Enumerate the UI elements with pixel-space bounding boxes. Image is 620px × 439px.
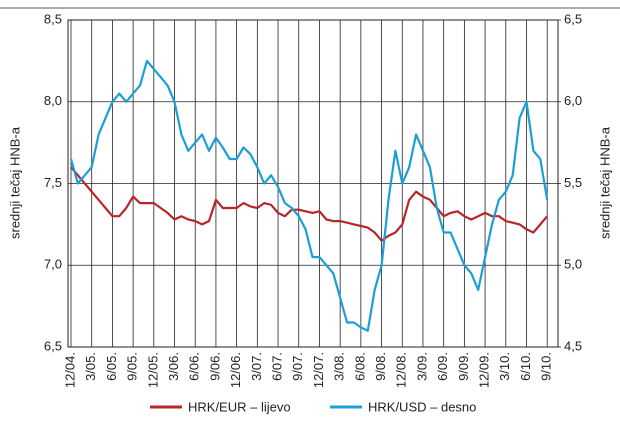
plot-frame	[67, 19, 559, 348]
x-tick-label: 3/06.	[166, 352, 181, 381]
y2-tick-label: 4,5	[564, 338, 582, 353]
y2-tick-label: 5,5	[564, 175, 582, 190]
y-tick-label: 7,5	[44, 175, 62, 190]
series-line	[70, 166, 549, 242]
series-line	[69, 59, 549, 332]
x-tick-label: 12/06.	[228, 352, 243, 388]
x-tick-label: 6/08.	[352, 352, 367, 381]
legend-label: HRK/USD – desno	[368, 399, 476, 414]
legend-label: HRK/EUR – lijevo	[188, 399, 291, 414]
x-tick-label: 12/09.	[477, 352, 492, 388]
x-tick-label: 6/06.	[187, 352, 202, 381]
x-tick-label: 6/10.	[518, 352, 533, 381]
y2-tick-label: 5,0	[564, 257, 582, 272]
y-tick-label: 8,5	[44, 11, 62, 26]
x-tick-label: 9/05.	[125, 352, 140, 381]
x-tick-label: 3/07.	[249, 352, 264, 381]
x-tick-label: 3/09.	[414, 352, 429, 381]
x-tick-label: 9/10.	[539, 352, 554, 381]
x-tick-label: 6/05.	[104, 352, 119, 381]
x-tick-label: 9/06.	[207, 352, 222, 381]
x-tick-label: 9/07.	[290, 352, 305, 381]
y-tick-label: 6,5	[44, 338, 62, 353]
x-tick-label: 3/10.	[497, 352, 512, 381]
y2-tick-label: 6,5	[564, 11, 582, 26]
x-tick-label: 6/07.	[269, 352, 284, 381]
x-tick-label: 3/05.	[83, 352, 98, 381]
x-tick-label: 12/08.	[394, 352, 409, 388]
x-tick-label: 3/08.	[332, 352, 347, 381]
x-tick-label: 9/09.	[456, 352, 471, 381]
x-tick-label: 12/07.	[311, 352, 326, 388]
y-axis-label: srednji tečaj HNB-a	[7, 126, 22, 239]
y2-tick-label: 6,0	[564, 93, 582, 108]
y-tick-label: 7,0	[44, 257, 62, 272]
y-tick-label: 8,0	[44, 93, 62, 108]
y2-axis-label: srednji tečaj HNB-a	[597, 126, 612, 239]
x-tick-label: 6/09.	[435, 352, 450, 381]
x-tick-label: 12/04.	[62, 352, 77, 388]
x-tick-label: 9/08.	[373, 352, 388, 381]
x-tick-label: 12/05.	[145, 352, 160, 388]
